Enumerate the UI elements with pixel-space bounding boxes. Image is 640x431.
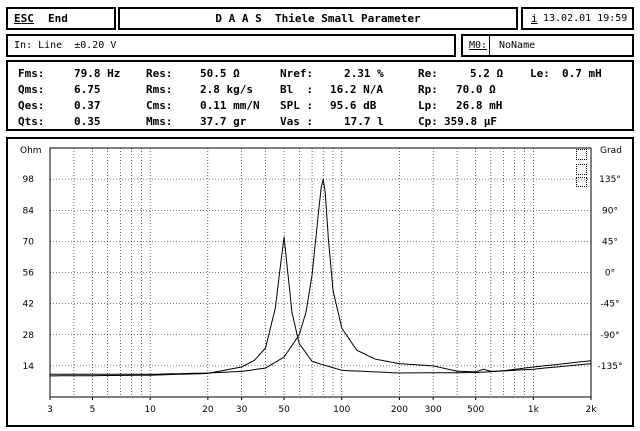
impedance-curve-1 — [50, 236, 592, 377]
param-le-value: 0.7 mH — [562, 67, 602, 80]
escape-button[interactable]: ESC End — [6, 7, 116, 30]
x-tick-label: 3 — [47, 405, 53, 415]
x-tick-label: 50 — [278, 405, 290, 415]
param-qes-label: Qes: — [18, 99, 45, 112]
phase-tick-label: -45° — [600, 300, 619, 310]
param-vas-value: 17.7 l — [344, 115, 384, 128]
phase-tick-label: -90° — [600, 331, 619, 341]
scale-button[interactable] — [576, 177, 587, 187]
param-bl-value: 16.2 N/A — [330, 83, 383, 96]
param-cp-value: 359.8 µF — [444, 115, 497, 128]
y-tick-label: 14 — [23, 362, 35, 372]
left-axis-label: Ohm — [20, 146, 42, 156]
memory-label: M0: — [469, 40, 488, 51]
right-axis-label: Grad — [600, 146, 622, 156]
param-rp-label: Rp: — [418, 83, 438, 96]
param-qts-value: 0.35 — [74, 115, 101, 128]
x-tick-label: 1k — [528, 405, 540, 415]
y-tick-label: 84 — [23, 206, 35, 216]
title-bar: D A A S Thiele Small Parameter — [118, 7, 518, 30]
y-tick-label: 28 — [23, 331, 35, 341]
param-bl-label: Bl : — [280, 83, 314, 96]
end-label: End — [48, 12, 68, 25]
param-rms-value: 2.8 kg/s — [200, 83, 253, 96]
param-res-value: 50.5 Ω — [200, 67, 240, 80]
input-status-box: In: Line ±0.20 V — [6, 34, 456, 57]
param-re-value: 5.2 Ω — [470, 67, 504, 80]
param-fms-value: 79.8 Hz — [74, 67, 121, 80]
x-tick-label: 20 — [202, 405, 214, 415]
param-mms-label: Mms: — [146, 115, 173, 128]
param-spl-value: 95.6 dB — [330, 99, 377, 112]
param-res-label: Res: — [146, 67, 173, 80]
x-tick-label: 5 — [90, 405, 96, 415]
x-tick-label: 500 — [467, 405, 484, 415]
phase-tick-label: -135° — [598, 362, 623, 372]
param-vas-label: Vas : — [280, 115, 314, 128]
page-title: D A A S Thiele Small Parameter — [215, 12, 421, 25]
info-icon[interactable]: i — [531, 12, 538, 25]
chart-panel — [6, 137, 634, 427]
input-status: In: Line ±0.20 V — [14, 40, 117, 51]
esc-key-label: ESC — [14, 12, 34, 25]
x-tick-label: 2k — [586, 405, 598, 415]
phase-tick-label: 90° — [602, 206, 618, 216]
phase-tick-label: 0° — [605, 269, 615, 279]
param-cp-label: Cp: — [418, 115, 438, 128]
param-le-label: Le: — [530, 67, 550, 80]
y-tick-label: 42 — [23, 300, 34, 310]
phase-tick-label: 135° — [599, 175, 621, 185]
param-cms-value: 0.11 mm/N — [200, 99, 260, 112]
param-cms-label: Cms: — [146, 99, 173, 112]
zoom-out-button[interactable] — [576, 164, 587, 175]
param-qms-label: Qms: — [18, 83, 45, 96]
x-tick-label: 100 — [333, 405, 350, 415]
param-fms-label: Fms: — [18, 67, 45, 80]
param-mms-value: 37.7 gr — [200, 115, 247, 128]
param-lp-value: 26.8 mH — [456, 99, 503, 112]
param-nref-label: Nref: — [280, 67, 314, 80]
y-tick-label: 56 — [23, 269, 35, 279]
param-spl-label: SPL : — [280, 99, 314, 112]
x-tick-label: 30 — [236, 405, 248, 415]
param-rms-label: Rms: — [146, 83, 173, 96]
memory-value: NoName — [499, 40, 536, 51]
param-lp-label: Lp: — [418, 99, 438, 112]
zoom-in-button[interactable] — [576, 149, 587, 160]
param-qts-label: Qts: — [18, 115, 45, 128]
y-tick-label: 98 — [23, 175, 35, 185]
x-tick-label: 200 — [391, 405, 408, 415]
parameters-panel: Fms: 79.8 Hz Res: 50.5 Ω Nref: 2.31 % Re… — [6, 60, 634, 131]
param-qms-value: 6.75 — [74, 83, 101, 96]
impedance-curve-2 — [50, 178, 592, 375]
memory-box[interactable]: M0: NoName — [461, 34, 634, 57]
param-nref-value: 2.31 % — [344, 67, 384, 80]
info-datetime-box: i 13.02.01 19:59 — [521, 7, 634, 30]
param-re-label: Re: — [418, 67, 438, 80]
param-qes-value: 0.37 — [74, 99, 101, 112]
phase-tick-label: 45° — [602, 237, 618, 247]
y-tick-label: 70 — [23, 237, 35, 247]
datetime: 13.02.01 19:59 — [543, 13, 628, 24]
x-tick-label: 10 — [144, 405, 156, 415]
x-tick-label: 300 — [425, 405, 442, 415]
param-rp-value: 70.0 Ω — [456, 83, 496, 96]
